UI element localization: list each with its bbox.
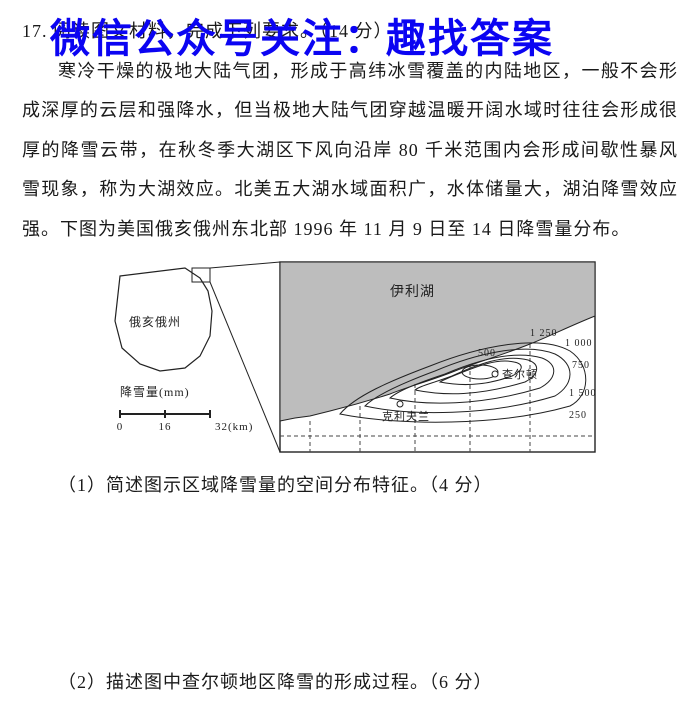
city1-label: 查尔顿	[502, 367, 538, 381]
sub-question-2: （2）描述图中查尔顿地区降雪的形成过程。（6 分）	[22, 663, 678, 703]
contour-1500: 500	[478, 348, 496, 359]
main-map: 伊利湖	[280, 262, 597, 452]
contour-500: 1 500	[569, 388, 597, 399]
ohio-inset: 俄亥俄州	[115, 268, 212, 371]
scale-2: 32(km)	[215, 421, 253, 433]
question-number: 17.	[22, 21, 48, 41]
scale-0: 0	[117, 421, 124, 433]
map-figure: 俄亥俄州 降雪量(mm) 0 16 32(km) 伊利湖	[100, 256, 600, 456]
question-header-line: 17. 阅读图文材料，完成下列要求。（14 分）	[22, 12, 678, 52]
question-body: 寒冷干燥的极地大陆气团，形成于高纬冰雪覆盖的内陆地区，一般不会形成深厚的云层和强…	[22, 52, 678, 250]
legend-title: 降雪量(mm)	[120, 385, 190, 399]
contour-1250: 1 250	[530, 328, 558, 339]
scale-legend: 降雪量(mm) 0 16 32(km)	[117, 385, 254, 433]
sub-question-1: （1）简述图示区域降雪量的空间分布特征。（4 分）	[22, 466, 678, 506]
answer-space-1	[22, 505, 678, 655]
question-block: 17. 阅读图文材料，完成下列要求。（14 分） 寒冷干燥的极地大陆气团，形成于…	[0, 0, 700, 703]
lake-label: 伊利湖	[390, 284, 435, 300]
contour-250: 250	[569, 410, 587, 421]
state-label: 俄亥俄州	[129, 315, 181, 329]
question-header: 阅读图文材料，完成下列要求。（14 分）	[53, 21, 393, 41]
city2-label: 克利夫兰	[382, 410, 430, 423]
contour-750: 750	[572, 360, 590, 371]
scale-1: 16	[159, 421, 172, 433]
contour-1000: 1 000	[565, 338, 593, 349]
